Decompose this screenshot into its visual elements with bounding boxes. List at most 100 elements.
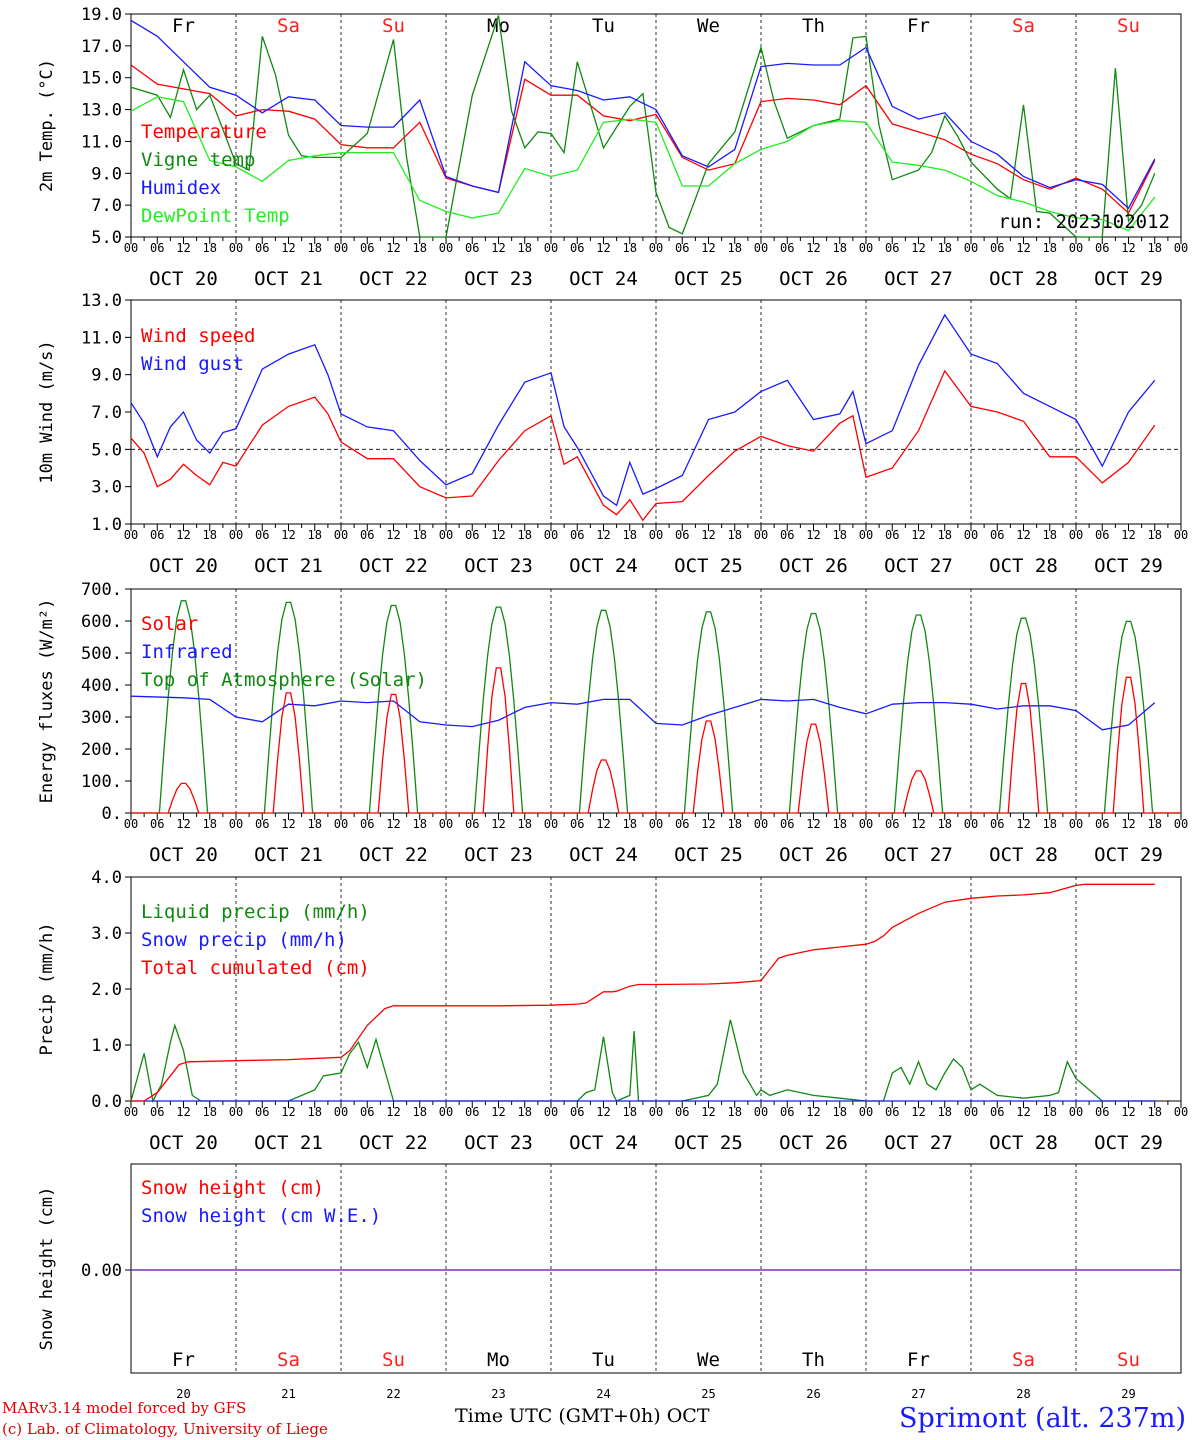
legend-total-cumulated-cm: Total cumulated (cm) [141,957,370,979]
date-label: OCT 27 [884,268,953,290]
y-tick-label: 3.0 [91,924,122,944]
weekday-label-bottom: Su [1117,1349,1140,1371]
date-label: OCT 27 [884,555,953,577]
day-number-label: 20 [176,1387,190,1401]
legend-wind-speed: Wind speed [141,325,255,347]
y-tick-label: 2.0 [91,980,122,1000]
weekday-label-top: Sa [1012,15,1035,37]
day-number-label: 24 [596,1387,610,1401]
weekday-label-top: Th [802,15,825,37]
y-tick-label: 13.0 [81,101,122,121]
hour-tick-label: 12 [281,528,295,542]
date-label: OCT 20 [149,844,218,866]
hour-tick-label: 00 [964,1105,978,1119]
hour-tick-label: 12 [1121,241,1135,255]
y-tick-label: 9.0 [91,366,122,386]
hour-tick-label: 18 [203,241,217,255]
date-label: OCT 24 [569,555,638,577]
y-tick-label: 1.0 [91,1036,122,1056]
weekday-label-top: Fr [907,15,930,37]
hour-tick-label: 12 [1016,1105,1030,1119]
precip-axis-title: Precip (mm/h) [37,922,57,1055]
date-label: OCT 20 [149,1132,218,1154]
cumulated-precip-line [131,883,1155,1102]
hour-tick-label: 00 [1069,817,1083,831]
hour-tick-label: 00 [649,1105,663,1119]
hour-tick-label: 06 [570,817,584,831]
hour-tick-label: 06 [885,241,899,255]
hour-tick-label: 18 [938,1105,952,1119]
day-number-label: 21 [281,1387,295,1401]
hour-tick-label: 12 [176,241,190,255]
hour-tick-label: 00 [859,1105,873,1119]
y-tick-label: 0.00 [81,1261,122,1281]
legend-infrared: Infrared [141,641,233,663]
hour-tick-label: 12 [596,1105,610,1119]
date-label: OCT 29 [1094,1132,1163,1154]
hour-tick-label: 00 [229,1105,243,1119]
y-tick-label: 19.0 [81,5,122,25]
hour-tick-label: 12 [806,241,820,255]
date-label: OCT 21 [254,268,323,290]
date-label: OCT 21 [254,844,323,866]
panel-frame-2 [130,588,1182,814]
hour-tick-label: 00 [124,817,138,831]
y-tick-label: 5.0 [91,440,122,460]
hour-tick-label: 18 [308,241,322,255]
date-label: OCT 26 [779,844,848,866]
hour-tick-label: 00 [1069,241,1083,255]
hour-tick-label: 12 [491,528,505,542]
legend-vigne-temp: Vigne temp [141,149,255,171]
legend-snow-precip-mm-h: Snow precip (mm/h) [141,929,347,951]
y-tick-label: 600. [81,612,122,632]
date-label: OCT 21 [254,555,323,577]
hour-tick-label: 00 [544,528,558,542]
hour-tick-label: 12 [806,1105,820,1119]
time-axis-title: Time UTC (GMT+0h) OCT [455,1405,710,1427]
date-label: OCT 26 [779,268,848,290]
date-label: OCT 22 [359,555,428,577]
y-tick-label: 11.0 [81,328,122,348]
hour-tick-label: 06 [780,1105,794,1119]
hour-tick-label: 18 [728,1105,742,1119]
weekday-label-bottom: Su [382,1349,405,1371]
date-label: OCT 22 [359,844,428,866]
weekday-label-bottom: Fr [172,1349,195,1371]
hour-tick-label: 00 [124,241,138,255]
temperature-line [130,64,1156,215]
legend-temperature: Temperature [141,121,267,143]
date-label: OCT 26 [779,555,848,577]
hour-tick-label: 00 [649,817,663,831]
hour-tick-label: 06 [675,528,689,542]
hour-tick-label: 06 [150,1105,164,1119]
hour-tick-label: 18 [728,817,742,831]
day-number-label: 28 [1016,1387,1030,1401]
hour-tick-label: 06 [465,528,479,542]
hour-tick-label: 00 [859,241,873,255]
date-label: OCT 27 [884,844,953,866]
date-label: OCT 24 [569,844,638,866]
hour-tick-label: 00 [439,241,453,255]
hour-tick-label: 18 [833,241,847,255]
weekday-label-top: Sa [277,15,300,37]
liquid-precip-line [130,1019,1155,1103]
hour-tick-label: 18 [1043,528,1057,542]
hour-tick-label: 12 [176,817,190,831]
date-label: OCT 29 [1094,844,1163,866]
hour-tick-label: 00 [544,241,558,255]
hour-tick-label: 06 [1095,817,1109,831]
y-tick-label: 200. [81,740,122,760]
day-number-label: 29 [1121,1387,1135,1401]
date-label: OCT 21 [254,1132,323,1154]
hour-tick-label: 06 [150,241,164,255]
hour-tick-label: 06 [885,817,899,831]
hour-tick-label: 06 [570,1105,584,1119]
hour-tick-label: 00 [1174,1105,1188,1119]
hour-tick-label: 12 [491,241,505,255]
hour-tick-label: 12 [596,241,610,255]
hour-tick-label: 06 [675,817,689,831]
humidex-line [130,19,1156,210]
hour-tick-label: 06 [570,528,584,542]
hour-tick-label: 00 [124,528,138,542]
